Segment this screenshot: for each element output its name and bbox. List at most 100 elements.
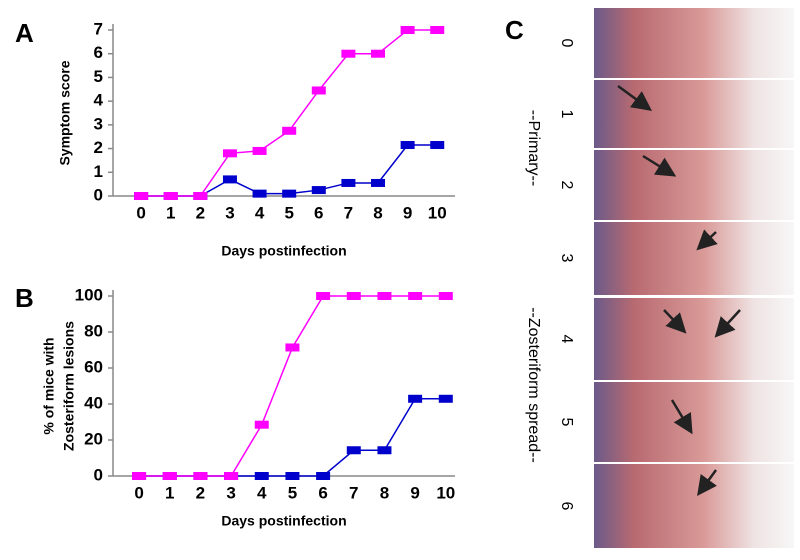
photo (594, 150, 794, 220)
x-tick-label: 3 (226, 483, 235, 502)
x-tick-label: 2 (196, 203, 205, 222)
x-tick-label: 3 (225, 203, 234, 222)
y-tick-label: 4 (94, 91, 104, 110)
marker (282, 126, 297, 135)
x-tick-label: 6 (314, 203, 323, 222)
marker (408, 394, 423, 403)
marker (400, 141, 415, 150)
marker (163, 192, 178, 200)
stage-label: 3 (558, 254, 575, 263)
x-tick-label: 8 (373, 203, 382, 222)
marker (285, 472, 300, 480)
series-line (139, 295, 446, 477)
y-tick-label: 7 (94, 19, 103, 38)
y-tick-label: 0 (94, 185, 103, 204)
arrows (617, 84, 741, 497)
series-line (141, 144, 438, 197)
y-tick-label: 40 (84, 393, 103, 412)
x-tick-label: 10 (428, 203, 447, 222)
marker (162, 472, 177, 480)
y-tick-label: 3 (94, 114, 103, 133)
marker (254, 472, 269, 480)
x-tick-label: 1 (165, 483, 174, 502)
marker (400, 26, 415, 34)
marker (193, 192, 208, 200)
marker (193, 472, 208, 480)
marker (377, 446, 392, 455)
y-tick-label: 0 (94, 465, 103, 484)
x-tick-label: 4 (255, 203, 265, 222)
x-tick-label: 7 (349, 483, 358, 502)
photo (594, 222, 794, 295)
marker (316, 472, 331, 480)
marker (311, 86, 326, 95)
group-label: --Primary-- (525, 110, 542, 186)
marker (311, 186, 326, 195)
stage-label: 1 (558, 110, 575, 119)
y-axis-label: % of mice with (41, 337, 57, 434)
y-tick-label: 60 (84, 357, 103, 376)
series-line (141, 29, 438, 197)
marker (134, 192, 149, 200)
x-tick-label: 9 (410, 483, 419, 502)
marker (371, 178, 386, 187)
marker (222, 175, 237, 184)
marker (224, 472, 239, 480)
panel-label: A (15, 18, 34, 48)
marker (438, 394, 453, 403)
x-tick-label: 6 (318, 483, 327, 502)
panel-label: C (505, 15, 524, 45)
photo (594, 8, 794, 78)
marker (438, 292, 453, 300)
marker (408, 292, 423, 300)
x-tick-label: 5 (284, 203, 293, 222)
y-tick-label: 6 (94, 43, 103, 62)
series-line (139, 398, 446, 477)
x-tick-label: 0 (134, 483, 143, 502)
stage-label: 4 (558, 335, 575, 344)
group-label: --Zosteriform spread-- (525, 307, 542, 463)
x-tick-label: 5 (288, 483, 297, 502)
stage-label: 0 (558, 39, 575, 48)
x-tick-label: 2 (196, 483, 205, 502)
x-tick-label: 7 (344, 203, 353, 222)
photo (594, 382, 794, 462)
stage-label: 5 (558, 418, 575, 427)
marker (254, 420, 269, 429)
y-tick-label: 80 (84, 321, 103, 340)
y-tick-label: 1 (94, 162, 103, 181)
x-tick-label: 9 (403, 203, 412, 222)
marker (371, 49, 386, 58)
marker (430, 141, 445, 150)
marker (316, 292, 331, 300)
marker (222, 149, 237, 158)
x-tick-label: 10 (436, 483, 455, 502)
photo-panel (594, 8, 794, 548)
photo (594, 464, 794, 548)
y-tick-label: 5 (94, 67, 103, 86)
stage-label: 6 (558, 502, 575, 511)
marker (377, 292, 392, 300)
marker (346, 292, 361, 300)
marker (346, 446, 361, 455)
y-axis-label: Zosteriform lesions (61, 321, 77, 451)
x-tick-label: 0 (136, 203, 145, 222)
marker (132, 472, 147, 480)
y-axis-label: Symptom score (57, 60, 73, 165)
panel-label: B (15, 283, 34, 313)
y-tick-label: 100 (75, 285, 103, 304)
marker (285, 343, 300, 352)
photo (594, 298, 794, 380)
x-axis-label: Days postinfection (221, 243, 346, 259)
marker (430, 26, 445, 34)
x-tick-label: 4 (257, 483, 267, 502)
stage-label: 2 (558, 181, 575, 190)
y-tick-label: 20 (84, 429, 103, 448)
x-tick-label: 1 (166, 203, 175, 222)
marker (252, 189, 267, 198)
x-axis-label: Days postinfection (221, 513, 346, 529)
marker (252, 146, 267, 155)
marker (341, 49, 356, 58)
